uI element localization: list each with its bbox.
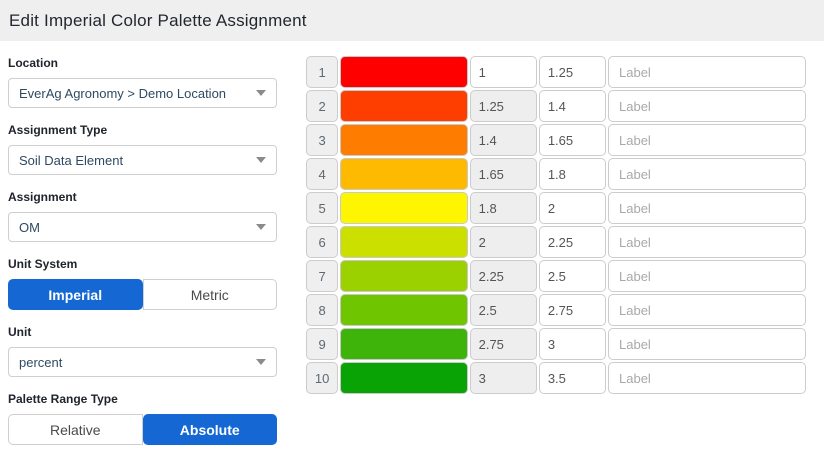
label-input[interactable] [608, 56, 807, 88]
min-value-field[interactable]: 1 [469, 56, 537, 88]
palette-row: 9 2.75 3 [306, 328, 807, 360]
label-input[interactable] [608, 260, 807, 292]
assignment-value: OM [19, 219, 40, 235]
unit-system-toggle: Imperial Metric [8, 279, 277, 310]
label-input[interactable] [608, 294, 807, 326]
row-index: 8 [306, 294, 339, 326]
page-header: Edit Imperial Color Palette Assignment [0, 0, 824, 41]
unit-system-label: Unit System [8, 257, 78, 271]
palette-range-type-field: Palette Range Type Relative Absolute [8, 392, 277, 445]
label-input[interactable] [608, 192, 807, 224]
location-value: EverAg Agronomy > Demo Location [19, 85, 227, 101]
assignment-type-label: Assignment Type [8, 123, 108, 137]
row-index: 10 [306, 362, 339, 394]
assignment-field: Assignment OM [8, 190, 277, 242]
page-title: Edit Imperial Color Palette Assignment [9, 10, 307, 30]
palette-range-type-toggle: Relative Absolute [8, 414, 277, 445]
min-value-field[interactable]: 1.4 [469, 124, 537, 156]
color-swatch[interactable] [340, 226, 468, 258]
max-value-field[interactable]: 2.75 [538, 294, 607, 326]
color-swatch[interactable] [340, 158, 468, 190]
palette-row: 6 2 2.25 [306, 226, 807, 258]
label-input[interactable] [608, 362, 807, 394]
location-select[interactable]: EverAg Agronomy > Demo Location [8, 78, 277, 108]
palette-row: 10 3 3.5 [306, 362, 807, 394]
settings-panel: Location EverAg Agronomy > Demo Location… [8, 41, 277, 460]
location-label: Location [8, 56, 58, 70]
min-value-field[interactable]: 1.8 [469, 192, 537, 224]
assignment-label: Assignment [8, 190, 77, 204]
palette-row: 8 2.5 2.75 [306, 294, 807, 326]
chevron-down-icon [256, 224, 266, 230]
color-swatch[interactable] [340, 328, 468, 360]
assignment-type-field: Assignment Type Soil Data Element [8, 123, 277, 175]
color-swatch[interactable] [340, 192, 468, 224]
color-swatch[interactable] [340, 362, 468, 394]
max-value-field[interactable]: 3 [538, 328, 607, 360]
chevron-down-icon [256, 359, 266, 365]
unit-system-option-imperial[interactable]: Imperial [8, 279, 143, 310]
label-input[interactable] [608, 124, 807, 156]
color-swatch[interactable] [340, 56, 468, 88]
label-input[interactable] [608, 226, 807, 258]
label-input[interactable] [608, 158, 807, 190]
min-value-field[interactable]: 2.75 [469, 328, 537, 360]
color-swatch[interactable] [340, 260, 468, 292]
unit-value: percent [19, 354, 63, 370]
row-index: 5 [306, 192, 339, 224]
row-index: 7 [306, 260, 339, 292]
color-swatch[interactable] [340, 124, 468, 156]
min-value-field[interactable]: 2.25 [469, 260, 537, 292]
max-value-field[interactable]: 1.4 [538, 90, 607, 122]
row-index: 4 [306, 158, 339, 190]
max-value-field[interactable]: 1.65 [538, 124, 607, 156]
chevron-down-icon [256, 90, 266, 96]
min-value-field[interactable]: 2.5 [469, 294, 537, 326]
palette-row: 3 1.4 1.65 [306, 124, 807, 156]
min-value-field[interactable]: 1.25 [469, 90, 537, 122]
row-index: 9 [306, 328, 339, 360]
chevron-down-icon [256, 157, 266, 163]
row-index: 2 [306, 90, 339, 122]
max-value-field[interactable]: 2 [538, 192, 607, 224]
unit-system-option-metric[interactable]: Metric [142, 279, 277, 310]
assignment-type-value: Soil Data Element [19, 152, 124, 168]
palette-row: 7 2.25 2.5 [306, 260, 807, 292]
unit-label: Unit [8, 325, 32, 339]
assignment-select[interactable]: OM [8, 212, 277, 242]
palette-row: 1 1 1.25 [306, 56, 807, 88]
max-value-field[interactable]: 1.8 [538, 158, 607, 190]
color-swatch[interactable] [340, 294, 468, 326]
max-value-field[interactable]: 2.25 [538, 226, 607, 258]
palette-table: 1 1 1.25 2 1.25 1.4 3 1.4 1.65 4 1.65 1.… [306, 56, 807, 396]
label-input[interactable] [608, 90, 807, 122]
min-value-field[interactable]: 3 [469, 362, 537, 394]
palette-row: 5 1.8 2 [306, 192, 807, 224]
palette-range-option-relative[interactable]: Relative [8, 414, 143, 445]
row-index: 3 [306, 124, 339, 156]
max-value-field[interactable]: 2.5 [538, 260, 607, 292]
palette-range-type-label: Palette Range Type [8, 392, 118, 406]
palette-row: 2 1.25 1.4 [306, 90, 807, 122]
min-value-field[interactable]: 1.65 [469, 158, 537, 190]
palette-row: 4 1.65 1.8 [306, 158, 807, 190]
min-value-field[interactable]: 2 [469, 226, 537, 258]
unit-field: Unit percent [8, 325, 277, 377]
label-input[interactable] [608, 328, 807, 360]
color-swatch[interactable] [340, 90, 468, 122]
palette-range-option-absolute[interactable]: Absolute [142, 414, 277, 445]
row-index: 1 [306, 56, 339, 88]
unit-system-field: Unit System Imperial Metric [8, 257, 277, 310]
row-index: 6 [306, 226, 339, 258]
max-value-field[interactable]: 3.5 [538, 362, 607, 394]
assignment-type-select[interactable]: Soil Data Element [8, 145, 277, 175]
location-field: Location EverAg Agronomy > Demo Location [8, 56, 277, 108]
max-value-field[interactable]: 1.25 [538, 56, 607, 88]
unit-select[interactable]: percent [8, 347, 277, 377]
